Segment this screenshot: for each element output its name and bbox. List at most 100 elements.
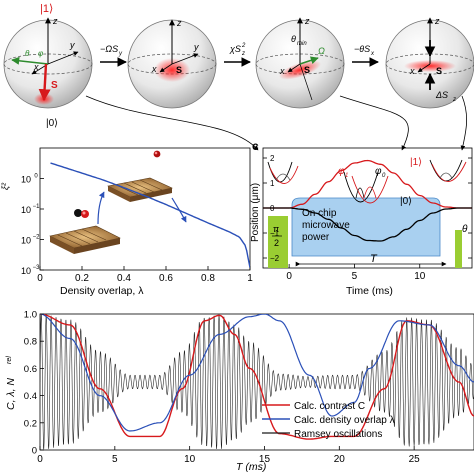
panel-c-xlabel: Time (ms) bbox=[346, 285, 393, 297]
state-0-label: |0⟩ bbox=[46, 118, 58, 129]
potential-inset-middle bbox=[343, 171, 389, 204]
c-ytick-label: 2 bbox=[270, 154, 275, 163]
legend-contrast: Calc. contrast C bbox=[294, 401, 365, 412]
bloch-sphere-1: |1⟩ z y x θ φ S |0⟩ bbox=[3, 3, 93, 129]
spin-vector-label: S bbox=[51, 80, 58, 91]
state-1-label: |1⟩ bbox=[40, 3, 53, 15]
d-ytick-label: 1.0 bbox=[24, 310, 37, 321]
c-ytick-label: −2 bbox=[270, 254, 280, 263]
d-xtick-label: 10 bbox=[184, 454, 196, 465]
potential-inset-left bbox=[267, 161, 299, 184]
squeezing-arrow: χS 2 z bbox=[224, 43, 251, 67]
b-ytick-label: 10 bbox=[21, 236, 31, 246]
phi1-label: φ bbox=[338, 166, 345, 177]
bloch-sphere-4: z x S ΔS z bbox=[385, 16, 474, 109]
legend-overlap: Calc. density overlap λ bbox=[294, 415, 395, 426]
delta-sz-label: ΔS bbox=[435, 90, 448, 100]
omega-label: Ω bbox=[318, 46, 325, 56]
readout-label: −θS bbox=[354, 44, 370, 54]
x-axis-label-3: x bbox=[279, 66, 285, 76]
z-axis-label-4: z bbox=[434, 16, 440, 26]
rotation-arrow-1: −ΩS y bbox=[100, 44, 127, 67]
state-0-marker: |0⟩ bbox=[400, 196, 412, 207]
pi-label: π bbox=[273, 224, 279, 234]
microwave-label-2: microwave bbox=[302, 220, 350, 231]
state-0-trajectory bbox=[263, 207, 472, 242]
panel-d-xlabel: T (ms) bbox=[236, 461, 266, 473]
c-ytick-label: 1 bbox=[270, 179, 275, 188]
c-xtick-label: 0 bbox=[286, 271, 292, 282]
ramsey-oscillations-trace bbox=[40, 314, 474, 450]
panel-b-xlabel: Density overlap, λ bbox=[60, 285, 144, 297]
pi-denominator: 2 bbox=[274, 238, 279, 248]
b-xtick-label: 0.2 bbox=[75, 273, 89, 284]
z-axis-label-2: z bbox=[176, 18, 182, 28]
b-xtick-label: 1 bbox=[247, 273, 253, 284]
density-overlap-curve bbox=[40, 314, 474, 432]
c-ytick-label: 0 bbox=[270, 204, 275, 213]
d-xtick-label: 15 bbox=[259, 454, 271, 465]
panel-b-ylabel: ξ² bbox=[0, 182, 10, 190]
potential-inset-right bbox=[429, 159, 467, 182]
state-1-marker: |1⟩ bbox=[410, 157, 422, 168]
squeezing-sup: 2 bbox=[241, 43, 246, 49]
b-xtick-label: 0.6 bbox=[159, 273, 173, 284]
contrast-curve bbox=[40, 314, 474, 440]
theta-min-label: θ bbox=[291, 34, 296, 44]
d-xtick-label: 5 bbox=[112, 454, 118, 465]
panel-c-ylabel: Position (μm) bbox=[250, 183, 261, 242]
spin-vector-label-4: S bbox=[436, 66, 442, 76]
panel-d-ylabel: C, λ, N bbox=[5, 378, 17, 410]
b-xtick-label: 0.8 bbox=[201, 273, 215, 284]
panel-d-frame bbox=[39, 313, 474, 451]
b-ytick-exp: 0 bbox=[34, 174, 38, 180]
panel-c-label: c bbox=[252, 139, 259, 153]
bloch-sphere-2: z y x S bbox=[127, 18, 217, 109]
x-axis-label-2: x bbox=[151, 64, 157, 74]
duration-label: T bbox=[370, 253, 378, 265]
bloch-sphere-3: z θ min Ω x S bbox=[255, 16, 345, 109]
increase-arrow bbox=[97, 191, 105, 225]
z-axis-label-3: z bbox=[304, 16, 310, 26]
panel-c: c On chip microwave power π 2 θ T bbox=[250, 139, 473, 297]
theta-min-sub: min bbox=[297, 41, 307, 47]
phi-label: φ bbox=[38, 49, 43, 58]
phi0-sub: 0 bbox=[382, 173, 386, 179]
rotation-1-label: −ΩS bbox=[100, 44, 118, 54]
c-xtick-label: 5 bbox=[352, 271, 358, 282]
b-ytick-label: 10 bbox=[21, 266, 31, 276]
connector-curve-3 bbox=[460, 95, 467, 151]
panel-d-legend: Calc. contrast C Calc. density overlap λ… bbox=[262, 401, 395, 440]
connector-curve-1 bbox=[85, 95, 259, 151]
x-axis-label: x bbox=[33, 62, 39, 72]
readout-sub: x bbox=[370, 51, 375, 57]
b-ytick-exp: −3 bbox=[33, 265, 41, 271]
phi1-sub: 1 bbox=[345, 173, 348, 179]
y-axis-label: y bbox=[69, 40, 75, 50]
b-xtick-label: 0.4 bbox=[117, 273, 131, 284]
d-ytick-label: 0.6 bbox=[24, 364, 37, 375]
y-axis-label-2: y bbox=[193, 42, 199, 52]
d-ytick-label: 0.2 bbox=[24, 418, 37, 429]
theta-pulse bbox=[455, 230, 462, 268]
c-xtick-label: 10 bbox=[414, 271, 426, 282]
spin-vector-label-3: S bbox=[304, 65, 310, 75]
panel-d: 0 5 10 15 20 25 1.0 0.8 0.6 0.4 0.2 0 Calc. contras… bbox=[5, 310, 474, 473]
microwave-label-1: On chip bbox=[302, 208, 337, 219]
spin-vector-label-2: S bbox=[176, 65, 182, 75]
d-xtick-label: 0 bbox=[37, 454, 43, 465]
atom-chip-illustration-2 bbox=[49, 209, 121, 254]
connector-curve-2 bbox=[339, 95, 409, 151]
state-1-trajectory bbox=[263, 159, 472, 209]
theta-pulse-label: θ bbox=[462, 224, 468, 235]
b-xtick-label: 0 bbox=[37, 273, 43, 284]
c-ytick-label: −1 bbox=[270, 229, 280, 238]
d-ytick-label: 0.8 bbox=[24, 337, 37, 348]
x-axis-label-4: x bbox=[409, 66, 415, 76]
panel-a: |1⟩ z y x θ φ S |0⟩ −ΩS y z y x S bbox=[3, 3, 474, 151]
d-ytick-label: 0.4 bbox=[24, 391, 37, 402]
